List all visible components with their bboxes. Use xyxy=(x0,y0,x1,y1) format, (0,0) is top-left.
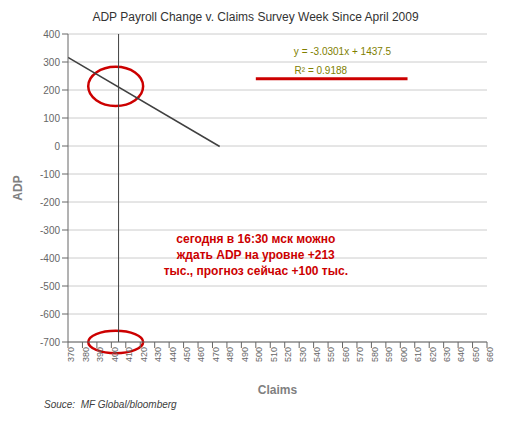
svg-text:460: 460 xyxy=(196,347,206,362)
svg-text:-200: -200 xyxy=(40,197,60,208)
svg-text:530: 530 xyxy=(298,347,308,362)
svg-text:380: 380 xyxy=(81,347,91,362)
svg-text:Claims: Claims xyxy=(258,383,298,397)
svg-text:390: 390 xyxy=(95,347,105,362)
svg-text:-400: -400 xyxy=(40,253,60,264)
svg-text:100: 100 xyxy=(43,113,60,124)
svg-text:620: 620 xyxy=(428,347,438,362)
svg-text:-100: -100 xyxy=(40,169,60,180)
svg-text:660: 660 xyxy=(485,347,495,362)
svg-text:480: 480 xyxy=(225,347,235,362)
html-text:ADP Payroll Change v. Claims S: ADP Payroll Change v. Claims Survey Week… xyxy=(92,10,419,24)
svg-text:600: 600 xyxy=(399,347,409,362)
svg-text:410: 410 xyxy=(124,347,134,362)
svg-text:610: 610 xyxy=(413,347,423,362)
svg-text:450: 450 xyxy=(182,347,192,362)
svg-text:540: 540 xyxy=(312,347,322,362)
svg-text:R² = 0.9188: R² = 0.9188 xyxy=(295,65,348,76)
svg-text:400: 400 xyxy=(110,347,120,362)
svg-text:440: 440 xyxy=(168,347,178,362)
svg-text:-500: -500 xyxy=(40,281,60,292)
svg-text:580: 580 xyxy=(370,347,380,362)
svg-text:470: 470 xyxy=(211,347,221,362)
svg-text:650: 650 xyxy=(471,347,481,362)
svg-text:590: 590 xyxy=(384,347,394,362)
svg-text:630: 630 xyxy=(442,347,452,362)
svg-text:560: 560 xyxy=(341,347,351,362)
svg-text:520: 520 xyxy=(283,347,293,362)
svg-text:y = -3.0301x + 1437.5: y = -3.0301x + 1437.5 xyxy=(294,45,392,56)
svg-text:500: 500 xyxy=(254,347,264,362)
svg-text:-600: -600 xyxy=(40,309,60,320)
svg-text:490: 490 xyxy=(240,347,250,362)
svg-text:370: 370 xyxy=(66,347,76,362)
svg-text:400: 400 xyxy=(43,29,60,40)
svg-text:570: 570 xyxy=(355,347,365,362)
svg-text:-700: -700 xyxy=(40,337,60,348)
svg-text:0: 0 xyxy=(54,141,60,152)
svg-text:550: 550 xyxy=(326,347,336,362)
svg-text:510: 510 xyxy=(269,347,279,362)
svg-text:200: 200 xyxy=(43,85,60,96)
svg-text:640: 640 xyxy=(456,347,466,362)
svg-text:ADP: ADP xyxy=(11,175,25,200)
html-text:Souce: MF Global/bloomberg: Souce: MF Global/bloomberg xyxy=(44,399,177,410)
svg-text:420: 420 xyxy=(139,347,149,362)
svg-text:-300: -300 xyxy=(40,225,60,236)
svg-text:300: 300 xyxy=(43,57,60,68)
svg-text:430: 430 xyxy=(153,347,163,362)
svg-text:сегодня в 16:30 мск можнождать: сегодня в 16:30 мск можнождать ADP на ур… xyxy=(164,232,348,278)
